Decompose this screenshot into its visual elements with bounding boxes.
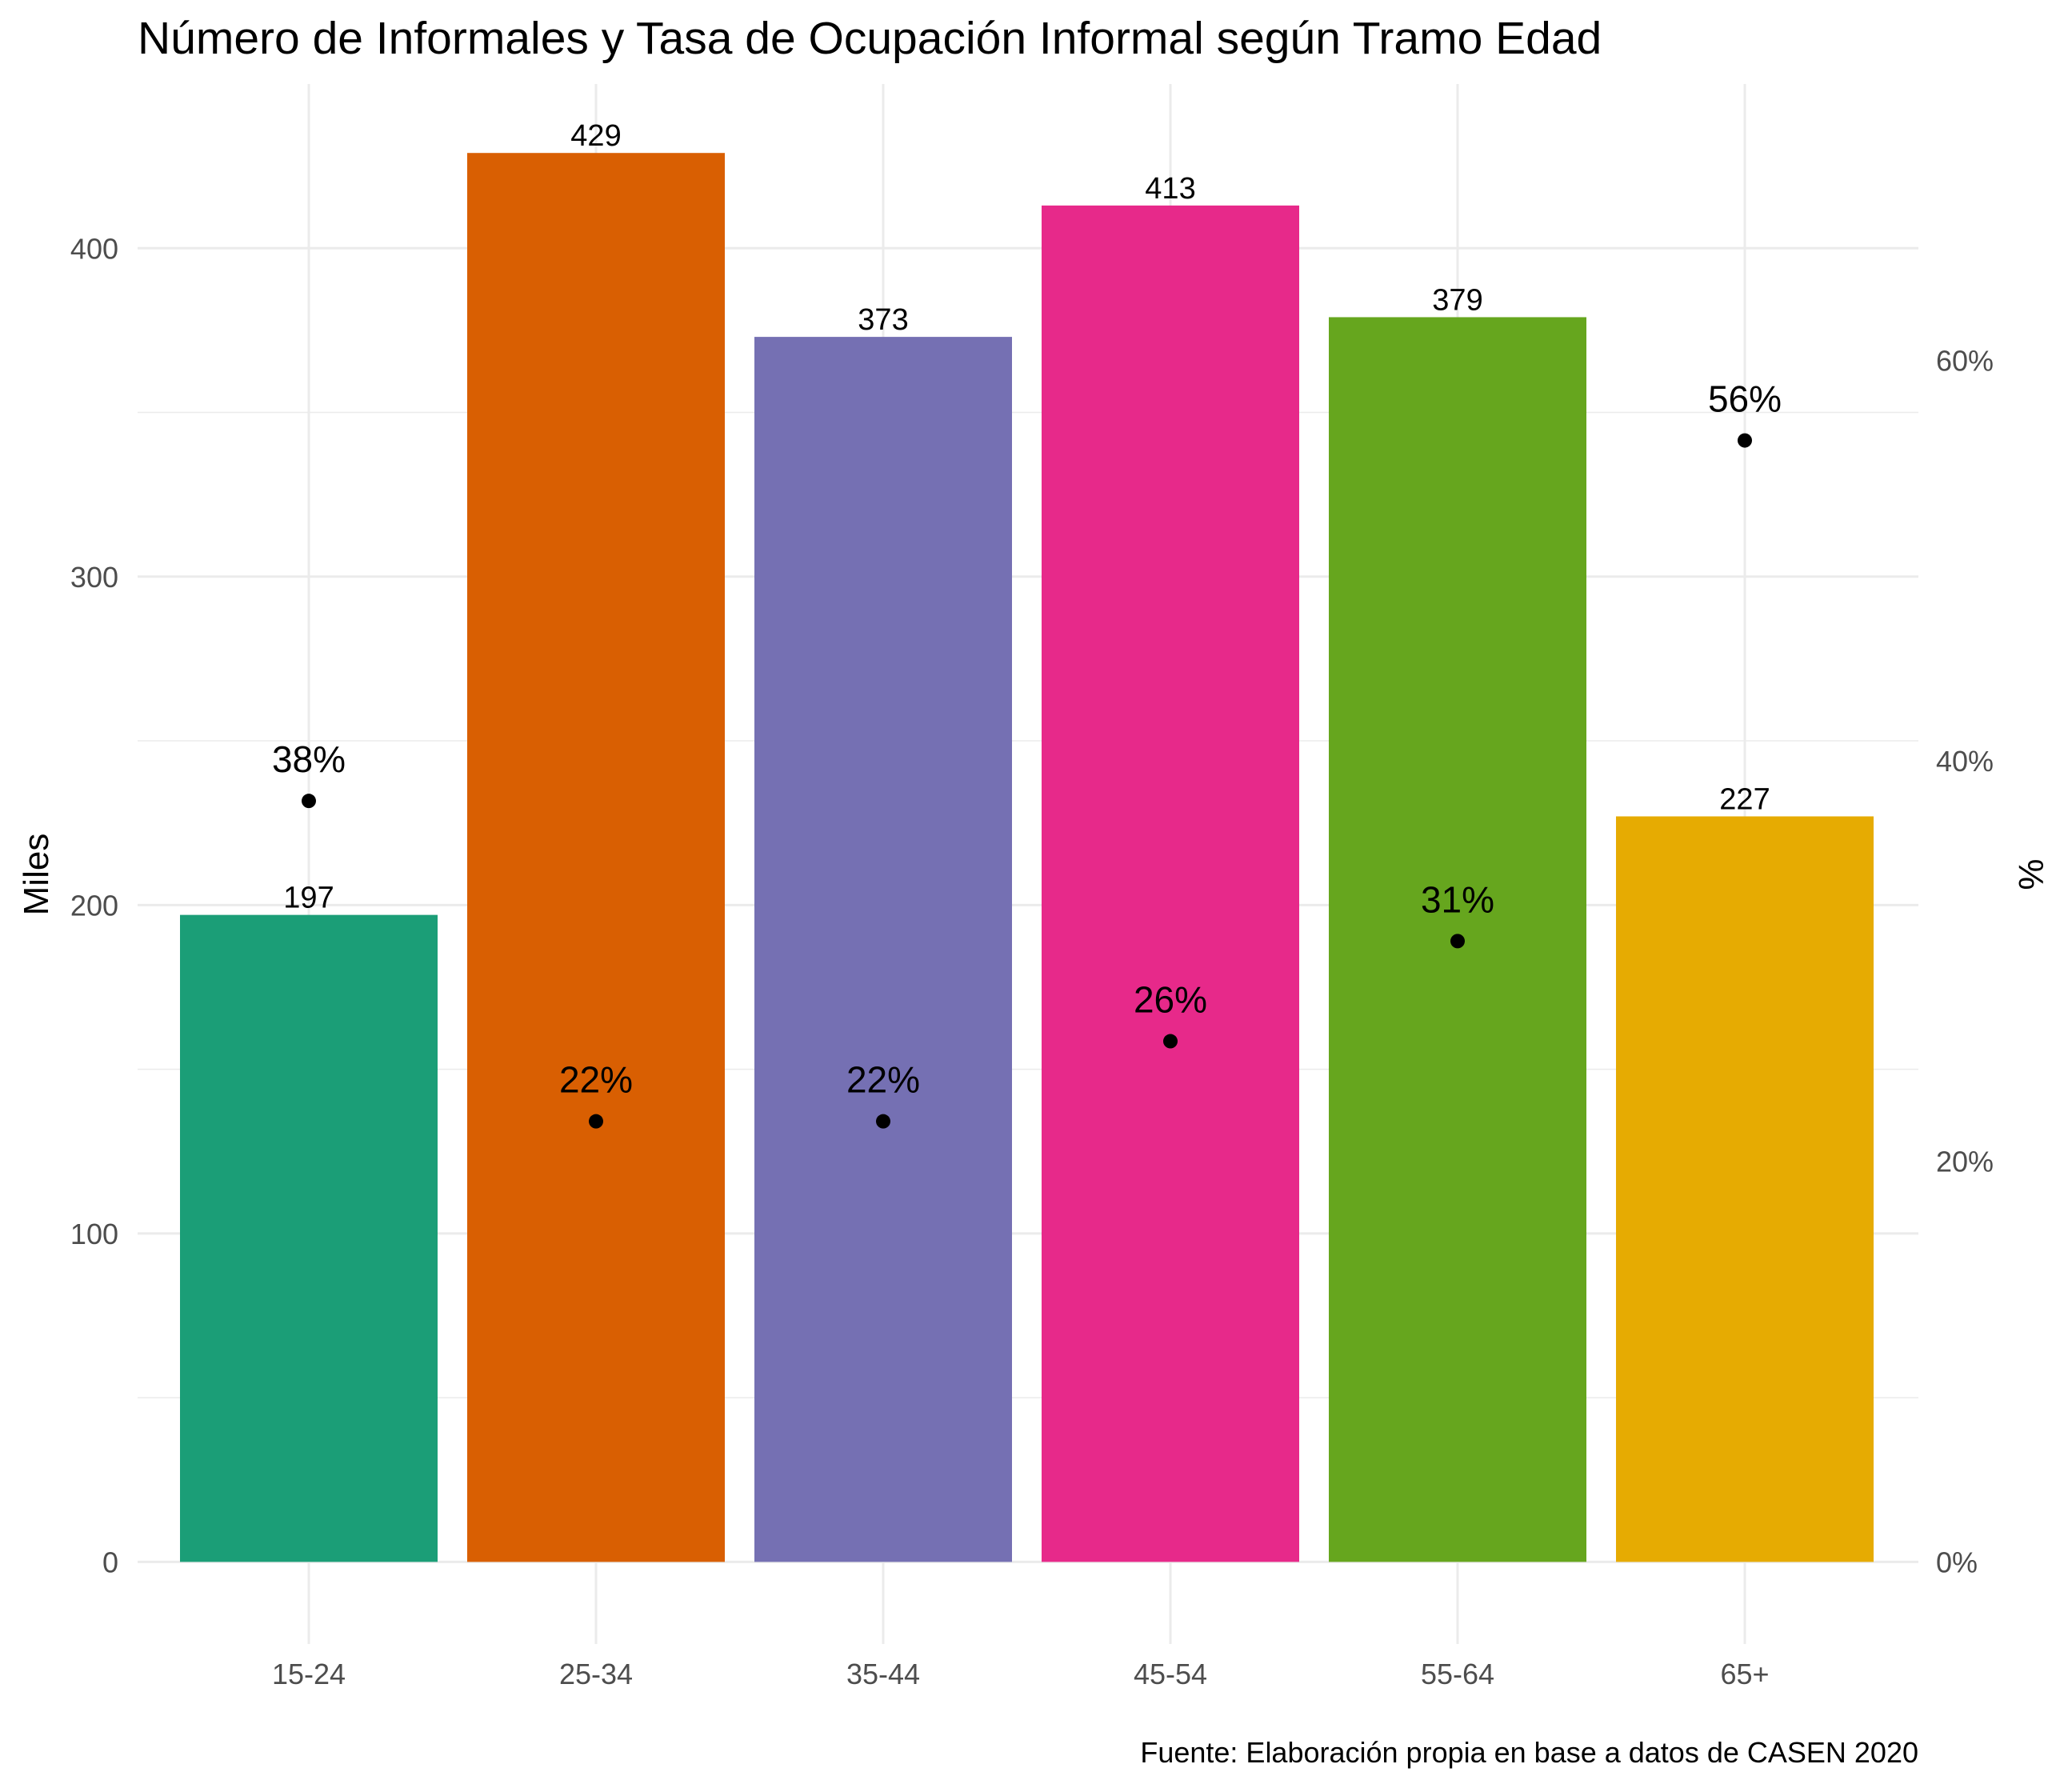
rate-point-label: 26% <box>1134 979 1207 1021</box>
data-labels: 197 429 373 413 379 227 38% 22% 22% 26% 31% 56% <box>272 119 1782 1100</box>
rate-point <box>1738 433 1752 448</box>
bar <box>180 914 438 1562</box>
y-tick-label: 0 <box>102 1546 118 1578</box>
bar-value-label: 379 <box>1432 283 1482 317</box>
bar <box>1616 816 1874 1562</box>
rate-point <box>1163 1034 1178 1049</box>
y2-tick-label: 40% <box>1936 745 1994 778</box>
bar <box>1042 205 1299 1562</box>
chart-title: Número de Informales y Tasa de Ocupación… <box>138 13 1602 64</box>
rate-point-label: 38% <box>272 738 346 780</box>
rate-point <box>589 1114 603 1129</box>
rate-point <box>876 1114 890 1129</box>
x-tick-label: 65+ <box>1720 1658 1769 1690</box>
y-tick-label: 200 <box>70 889 118 922</box>
y2-tick-label: 20% <box>1936 1146 1994 1178</box>
rate-point-label: 22% <box>846 1059 920 1101</box>
bar-value-label: 197 <box>283 882 334 915</box>
rate-point <box>1450 934 1465 949</box>
y2-axis-title: % <box>2011 858 2048 890</box>
rate-point-label: 56% <box>1708 378 1782 420</box>
bar <box>467 153 725 1562</box>
x-tick-label: 45-54 <box>1134 1658 1207 1690</box>
y2-tick-label: 60% <box>1936 344 1994 377</box>
rate-point-label: 22% <box>559 1059 633 1101</box>
x-tick-label: 35-44 <box>846 1658 920 1690</box>
x-tick-label: 25-34 <box>559 1658 633 1690</box>
x-tick-label: 55-64 <box>1421 1658 1494 1690</box>
bar <box>754 337 1012 1562</box>
bar-value-label: 429 <box>570 119 621 153</box>
bar-value-label: 227 <box>1719 782 1770 816</box>
bars <box>180 153 1874 1562</box>
source-caption: Fuente: Elaboración propia en base a dat… <box>1140 1736 1918 1769</box>
bar-value-label: 373 <box>858 303 908 337</box>
x-tick-label: 15-24 <box>272 1658 346 1690</box>
y-tick-label: 300 <box>70 561 118 594</box>
bar-value-label: 413 <box>1145 172 1195 206</box>
y2-tick-label: 0% <box>1936 1546 1978 1578</box>
y-axis-title: Miles <box>17 834 56 916</box>
y-tick-label: 100 <box>70 1218 118 1250</box>
y-tick-label: 400 <box>70 232 118 265</box>
ticks: 0 100 200 300 400 0% 20% 40% 60% 15-24 25-34 35-44 4… <box>70 232 1994 1690</box>
points <box>302 433 1752 1129</box>
rate-point <box>302 794 316 809</box>
rate-point-label: 31% <box>1421 878 1494 920</box>
